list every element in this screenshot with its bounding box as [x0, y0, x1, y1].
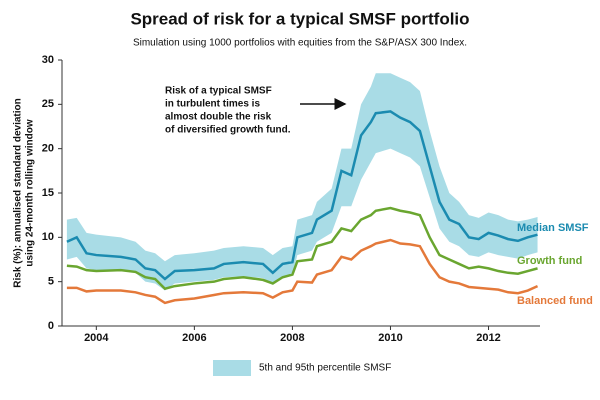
series-line [66, 110, 538, 281]
annotation-text: almost double the risk [165, 112, 272, 123]
x-tick-label: 2006 [182, 332, 206, 344]
y-label-line: using 24-month rolling window [25, 119, 36, 266]
series-label: Growth fund [517, 255, 582, 267]
annotation-text: in turbulent times is [165, 99, 260, 110]
annotation-text: of diversified growth fund. [165, 125, 291, 136]
series-label: Median SMSF [517, 222, 589, 234]
y-tick-label: 5 [48, 276, 54, 288]
x-tick-label: 2004 [84, 332, 109, 344]
legend-swatch [213, 360, 251, 376]
chart-title: Spread of risk for a typical SMSF portfo… [130, 9, 469, 28]
y-tick-label: 0 [48, 320, 54, 332]
y-tick-label: 25 [42, 98, 54, 110]
series-line [66, 238, 539, 305]
legend-label: 5th and 95th percentile SMSF [259, 363, 391, 374]
y-tick-label: 30 [42, 54, 54, 66]
x-tick-label: 2012 [476, 332, 500, 344]
y-label-line: Risk (%): annualised standard deviation [13, 98, 24, 287]
x-tick-label: 2010 [378, 332, 402, 344]
annotation-text: Risk of a typical SMSF [165, 86, 272, 97]
y-tick-label: 20 [42, 143, 54, 155]
y-tick-label: 10 [42, 231, 54, 243]
chart-subtitle: Simulation using 1000 portfolios with eq… [133, 38, 467, 49]
y-tick-label: 15 [42, 187, 54, 199]
y-axis-label: Risk (%): annualised standard deviation … [13, 98, 36, 287]
x-tick-label: 2008 [280, 332, 304, 344]
percentile-band [66, 73, 538, 291]
series-label: Balanced fund [517, 295, 593, 307]
series-line [66, 206, 538, 291]
